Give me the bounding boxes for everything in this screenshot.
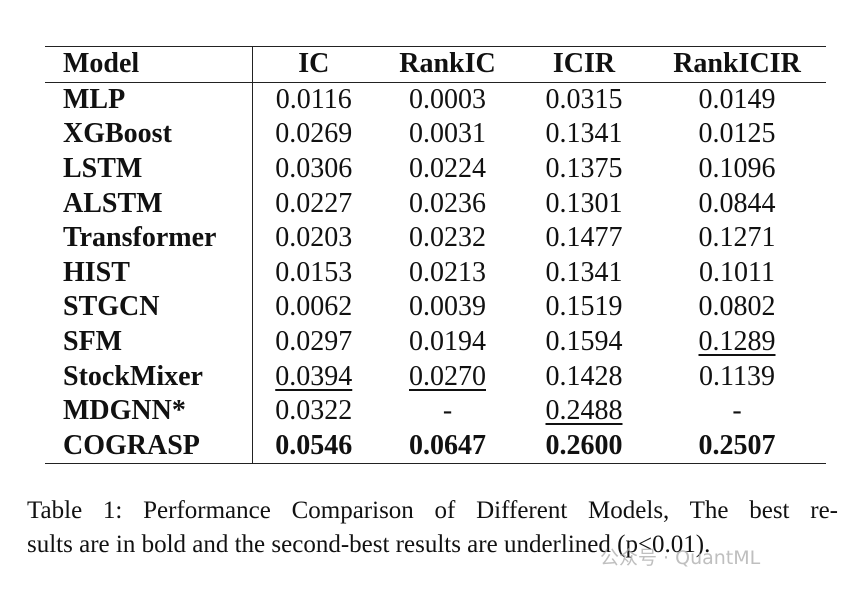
metric-cell: 0.0039 <box>409 291 486 323</box>
results-table: Model IC RankIC ICIR RankICIR MLP 0.0116 0.000… <box>45 46 826 465</box>
caption: Table 1: Performance Comparison of Diffe… <box>27 494 838 562</box>
metric-cell: 0.0213 <box>409 256 486 288</box>
table-row: MDGNN* 0.0322 - 0.2488 - <box>45 393 826 429</box>
table-row: HIST 0.0153 0.0213 0.1341 0.1011 <box>45 255 826 291</box>
table-body: MLP 0.0116 0.0003 0.0315 0.0149 XGBoost 0.0269… <box>45 82 826 464</box>
metric-cell: 0.0125 <box>698 118 776 150</box>
model-name: COGRASP <box>45 428 253 464</box>
model-name: ALSTM <box>45 186 253 221</box>
table-row: MLP 0.0116 0.0003 0.0315 0.0149 <box>45 82 826 118</box>
metric-cell: 0.2488 <box>545 395 623 427</box>
column-header: ICIR <box>520 46 648 83</box>
column-header: Model <box>45 46 253 83</box>
metric-cell: 0.1477 <box>545 222 623 254</box>
metric-cell: 0.0315 <box>545 83 623 115</box>
metric-cell: 0.0227 <box>275 187 353 219</box>
metric-cell: 0.0802 <box>698 291 776 323</box>
metric-cell: 0.2507 <box>698 429 776 461</box>
model-name: Transformer <box>45 220 253 256</box>
metric-cell: 0.0297 <box>275 326 353 358</box>
metric-cell: 0.0394 <box>275 360 353 392</box>
metric-cell: 0.0224 <box>409 153 486 185</box>
metric-cell: 0.1289 <box>698 326 776 358</box>
table-row: COGRASP 0.0546 0.0647 0.2600 0.2507 <box>45 428 826 464</box>
metric-cell: 0.0203 <box>275 222 353 254</box>
model-name: StockMixer <box>45 359 253 394</box>
column-header: IC <box>252 46 375 83</box>
metric-cell: 0.1428 <box>545 360 623 392</box>
column-header: RankIC <box>375 46 520 83</box>
metric-cell: 0.0232 <box>409 222 486 254</box>
metric-cell: 0.0031 <box>409 118 486 150</box>
metric-cell: 0.0269 <box>275 118 353 150</box>
table-row: XGBoost 0.0269 0.0031 0.1341 0.0125 <box>45 117 826 152</box>
metric-cell: 0.2600 <box>545 429 623 461</box>
table-row: SFM 0.0297 0.0194 0.1594 0.1289 <box>45 324 826 360</box>
metric-cell: 0.1341 <box>545 256 623 288</box>
table-row: StockMixer 0.0394 0.0270 0.1428 0.1139 <box>45 359 826 394</box>
model-name: MDGNN* <box>45 393 253 429</box>
metric-cell: 0.0116 <box>275 83 352 115</box>
model-name: SFM <box>45 324 253 360</box>
metric-cell: 0.1594 <box>545 326 623 358</box>
metric-cell: 0.1271 <box>698 222 776 254</box>
metric-cell: 0.1139 <box>699 360 775 392</box>
metric-cell: 0.0062 <box>275 291 353 323</box>
metric-cell: 0.0270 <box>409 360 486 392</box>
metric-cell: 0.1301 <box>545 187 623 219</box>
model-name: MLP <box>45 82 253 118</box>
table-row: ALSTM 0.0227 0.0236 0.1301 0.0844 <box>45 186 826 221</box>
model-name: HIST <box>45 255 253 291</box>
metric-cell: 0.0194 <box>409 326 486 358</box>
metric-cell: 0.1011 <box>699 256 775 288</box>
metric-cell: 0.0844 <box>698 187 776 219</box>
metric-cell: 0.0236 <box>409 187 486 219</box>
metric-cell: 0.1096 <box>698 153 776 185</box>
metric-cell: 0.0647 <box>409 429 486 461</box>
metric-cell: 0.0149 <box>698 83 776 115</box>
model-name: LSTM <box>45 151 253 187</box>
metric-cell: - <box>442 395 453 427</box>
model-name: XGBoost <box>45 117 253 152</box>
metric-cell: 0.0003 <box>409 83 486 115</box>
metric-cell: 0.1341 <box>545 118 623 150</box>
watermark: 公众号 · QuantML <box>600 547 761 569</box>
caption-line: sults are in bold and the second-best re… <box>27 531 711 558</box>
metric-cell: 0.1519 <box>545 291 623 323</box>
metric-cell: - <box>732 395 742 427</box>
metric-cell: 0.0153 <box>275 256 353 288</box>
metric-cell: 0.0322 <box>275 395 353 427</box>
metric-cell: 0.0546 <box>275 429 353 461</box>
table-row: STGCN 0.0062 0.0039 0.1519 0.0802 <box>45 290 826 325</box>
column-header: RankICIR <box>648 46 826 83</box>
metric-cell: 0.1375 <box>545 153 623 185</box>
caption-line: Table 1: Performance Comparison of Diffe… <box>27 497 838 524</box>
model-name: STGCN <box>45 290 253 325</box>
metric-cell: 0.0306 <box>275 153 353 185</box>
table-row: Transformer 0.0203 0.0232 0.1477 0.1271 <box>45 220 826 256</box>
table-row: LSTM 0.0306 0.0224 0.1375 0.1096 <box>45 151 826 187</box>
header-row: Model IC RankIC ICIR RankICIR <box>45 46 826 83</box>
